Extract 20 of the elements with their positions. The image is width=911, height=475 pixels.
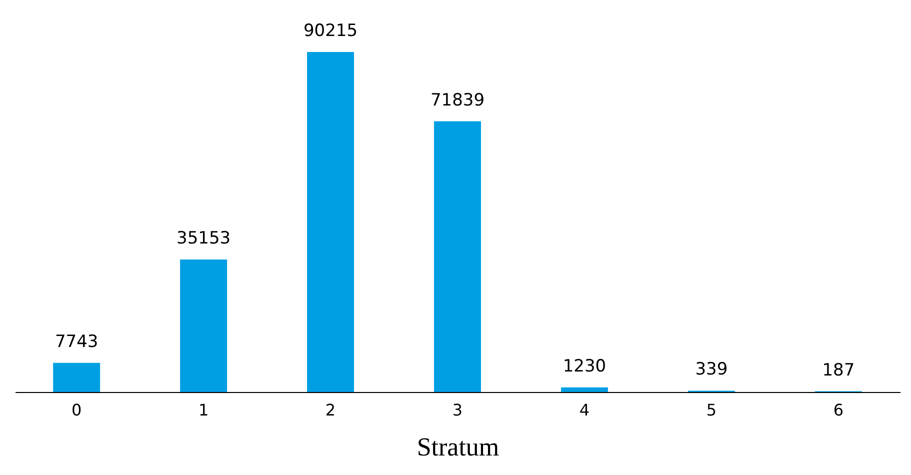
x-tick-label: 1 [198,400,209,420]
x-tick-label: 5 [706,400,717,420]
data-label: 339 [695,360,728,380]
data-label: 187 [822,360,855,380]
data-label: 1230 [562,356,606,376]
x-tick-label: 4 [579,400,590,420]
x-tick-label: 3 [452,400,463,420]
x-tick-label: 0 [71,400,82,420]
x-tick-label: 6 [833,400,844,420]
data-label: 7743 [54,332,98,352]
bar [180,260,228,392]
bar [434,121,481,392]
bar [53,362,100,392]
data-label: 90215 [303,21,358,41]
data-label: 35153 [176,228,231,249]
bar [307,52,354,392]
x-tick-label: 2 [325,400,336,420]
data-label: 71839 [430,90,485,110]
x-axis-title: Stratum [416,432,500,462]
bar [560,387,608,392]
